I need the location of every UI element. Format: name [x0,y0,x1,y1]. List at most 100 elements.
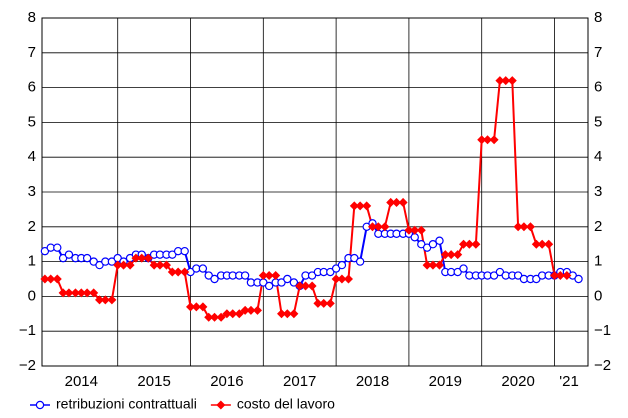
data-point [137,253,147,263]
x-tick-label: 2018 [356,373,389,390]
data-point [307,281,317,291]
series-line [44,79,567,319]
legend-label: costo del lavoro [237,396,335,412]
data-point [64,288,74,298]
data-point [464,239,474,249]
data-point [555,271,565,281]
data-point [343,274,353,284]
data-point [416,225,426,235]
data-point [550,271,560,281]
data-point [46,274,56,284]
data-point [40,274,50,284]
data-point [180,246,189,256]
data-point [489,135,499,145]
data-point [440,250,450,260]
data-point [264,281,274,291]
data-point [64,250,74,259]
data-point [210,274,219,284]
data-point [53,243,62,252]
y-tick-label: 8 [28,9,36,26]
x-tick-label: 2017 [283,373,316,390]
data-point [544,239,554,249]
data-point [531,239,541,249]
data-point [319,298,329,308]
data-point [186,302,196,312]
data-point [100,295,110,305]
data-point [331,274,341,284]
data-point [173,267,183,277]
data-point [398,197,408,207]
data-point [495,76,505,86]
data-point [477,135,487,145]
data-point [198,302,208,312]
data-point [525,222,535,232]
data-point [368,222,378,232]
data-point [459,264,468,273]
data-point [246,305,256,315]
y2-tick-label: −2 [594,357,611,374]
x-tick-label: 2015 [137,373,170,390]
data-point [167,267,177,277]
data-point [283,274,292,284]
data-point [155,260,165,270]
y-tick-label: 3 [28,183,36,200]
y-tick-label: 6 [28,79,36,96]
data-point [337,260,347,270]
data-point [537,239,547,249]
data-point [295,281,305,291]
y2-tick-label: 8 [594,9,602,26]
data-point [410,225,420,235]
data-point [428,260,438,270]
data-point [373,222,383,232]
data-point [507,76,517,86]
data-point [313,298,323,308]
data-point [277,309,287,319]
data-point [337,274,347,284]
data-point [271,271,281,281]
data-point [107,295,117,305]
data-point [191,302,201,312]
data-point [264,271,274,281]
data-point [574,274,583,284]
data-point [422,260,432,270]
legend-item: retribuzioni contrattuali [30,396,197,412]
data-point [434,260,444,270]
data-point [386,197,396,207]
data-point [380,222,390,232]
data-point [289,309,299,319]
data-point [198,264,208,273]
y-tick-label: 0 [28,287,36,304]
data-point [501,76,511,86]
y2-tick-label: 7 [594,44,602,61]
data-point [446,250,456,260]
y-tick-label: −1 [19,322,36,339]
data-point [204,312,214,322]
y-tick-label: 4 [28,148,36,165]
data-point [252,305,262,315]
data-point [180,267,190,277]
legend-label: retribuzioni contrattuali [56,396,197,412]
y2-tick-label: −1 [594,322,611,339]
data-point [392,197,402,207]
data-point [428,239,438,249]
data-point [562,271,572,281]
y-tick-label: 7 [28,44,36,61]
y-tick-label: −2 [19,357,36,374]
data-point [82,253,92,263]
data-point [58,288,68,298]
x-tick-label: 2020 [501,373,534,390]
data-point [161,260,171,270]
data-point [301,281,311,291]
data-point [258,271,268,281]
data-point [349,201,359,211]
y2-tick-label: 4 [594,148,602,165]
y-tick-label: 1 [28,253,36,270]
data-point [143,253,153,263]
data-point [483,135,493,145]
data-point [89,288,99,298]
y-tick-label: 2 [28,218,36,235]
data-point [453,250,463,260]
legend-marker [216,400,226,410]
data-point [325,298,335,308]
